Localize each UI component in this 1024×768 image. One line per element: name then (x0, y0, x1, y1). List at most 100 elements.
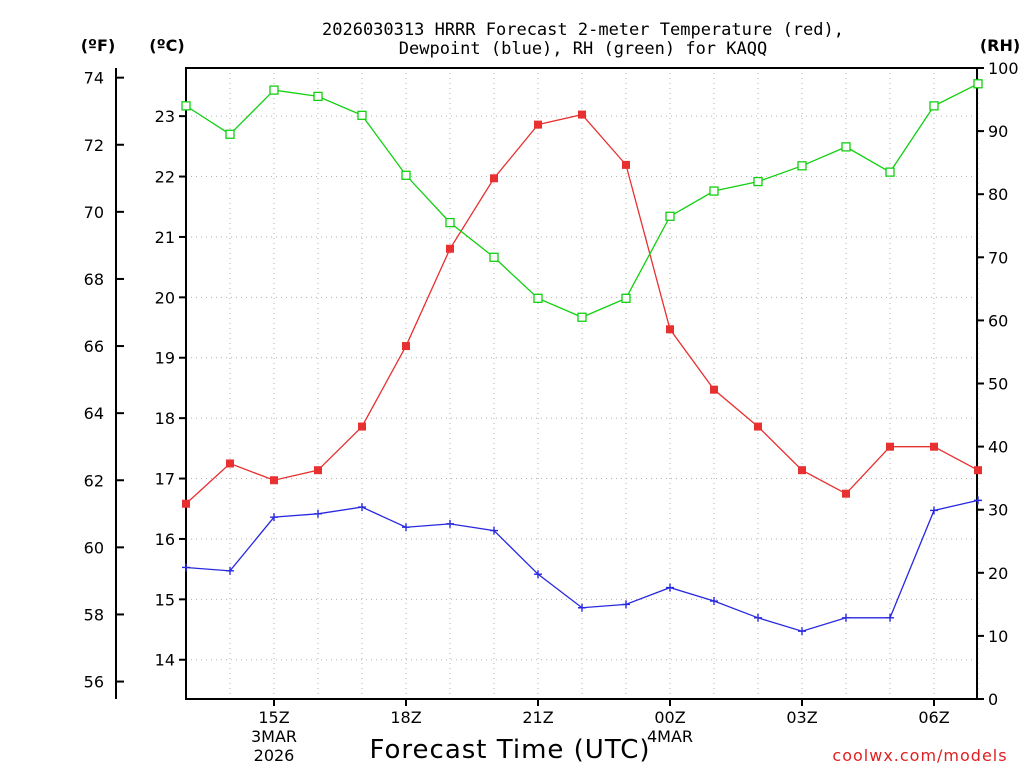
temperature-point (226, 459, 234, 468)
dewpoint-point (182, 563, 190, 572)
temperature-point (842, 489, 850, 498)
dewpoint-point (710, 597, 718, 606)
temperature-point (754, 422, 762, 431)
c-tick-label: 18 (155, 409, 175, 428)
c-tick-label: 14 (155, 651, 175, 670)
x-tick-date-label: 4MAR (647, 727, 693, 746)
temperature-point (446, 244, 454, 253)
x-tick-year-label: 2026 (254, 746, 295, 765)
dewpoint-point (930, 506, 938, 515)
rh-point (445, 217, 455, 228)
dewpoint-point (666, 583, 674, 592)
temperature-line (185, 113, 979, 505)
f-tick-label: 66 (84, 337, 104, 356)
dewpoint-point (446, 519, 454, 528)
rh-tick-label: 70 (988, 248, 1008, 267)
rh-point (225, 129, 235, 139)
x-tick-label: 15Z (258, 708, 289, 727)
temperature-point (666, 325, 674, 334)
x-tick-label: 06Z (918, 708, 949, 727)
f-tick-label: 58 (84, 605, 104, 624)
series-layer (181, 79, 983, 636)
rh-point (929, 101, 939, 111)
f-tick-label: 64 (84, 404, 104, 423)
dewpoint-point (402, 523, 410, 532)
temperature-point (490, 174, 498, 183)
f-tick-label: 56 (84, 673, 104, 692)
temperature-point (930, 442, 938, 451)
dewpoint-point (226, 566, 234, 575)
rh-tick-label: 20 (988, 564, 1008, 583)
rh-tick-label: 50 (988, 375, 1008, 394)
x-tick-label: 03Z (786, 708, 817, 727)
dewpoint-point (886, 613, 894, 622)
c-tick-label: 17 (155, 470, 175, 489)
temperature-point (886, 442, 894, 451)
c-tick-label: 16 (155, 530, 175, 549)
celsius-unit-label: (ºC) (149, 36, 184, 55)
rh-point (489, 252, 499, 262)
c-tick-label: 20 (155, 288, 175, 307)
dewpoint-point (842, 613, 850, 622)
rh-point (181, 101, 191, 111)
rh-point (533, 293, 543, 303)
c-tick-label: 23 (155, 107, 175, 126)
rh-tick-label: 80 (988, 185, 1008, 204)
rh-point (709, 186, 719, 196)
x-tick-label: 00Z (654, 708, 685, 727)
temperature-point (578, 110, 586, 119)
c-tick-label: 22 (155, 168, 175, 187)
c-tick-label: 15 (155, 590, 175, 609)
rh-point (269, 85, 279, 95)
dewpoint-point (754, 613, 762, 622)
temperature-point (402, 342, 410, 351)
rh-point (665, 211, 675, 221)
f-tick-label: 72 (84, 136, 104, 155)
x-tick-date-label: 3MAR (251, 727, 297, 746)
chart-title-line1: 2026030313 HRRR Forecast 2-meter Tempera… (322, 20, 844, 40)
temperature-point (974, 466, 982, 475)
rh-point (973, 79, 983, 89)
rh-tick-label: 40 (988, 438, 1008, 457)
temperature-point (534, 120, 542, 129)
chart-title-line2: Dewpoint (blue), RH (green) for KAQQ (399, 39, 767, 59)
rh-tick-label: 10 (988, 627, 1008, 646)
celsius-axis: 14 15 16 17 18 19 20 21 22 23 (155, 107, 186, 670)
fahrenheit-axis: 56 58 60 62 64 66 68 70 72 74 (84, 68, 124, 699)
dewpoint-point (534, 570, 542, 579)
rh-axis: 0 10 20 30 40 50 60 70 80 90 100 (977, 59, 1019, 709)
x-tick-label: 21Z (522, 708, 553, 727)
dewpoint-point (578, 603, 586, 612)
f-tick-label: 68 (84, 270, 104, 289)
f-tick-label: 70 (84, 203, 104, 222)
temperature-point (270, 476, 278, 485)
temperature-point (710, 385, 718, 394)
dewpoint-point (314, 509, 322, 518)
rh-point (577, 312, 587, 322)
rh-point (357, 110, 367, 120)
dewpoint-point (798, 627, 806, 636)
fahrenheit-unit-label: (ºF) (81, 36, 116, 55)
rh-point (621, 293, 631, 303)
temperature-point (358, 422, 366, 431)
temperature-point (314, 466, 322, 475)
dewpoint-point (622, 600, 630, 609)
grid-lines (186, 68, 979, 699)
dewpoint-point (270, 513, 278, 522)
dewpoint-point (490, 526, 498, 535)
credit-link[interactable]: coolwx.com/models (832, 746, 1007, 765)
f-tick-label: 60 (84, 538, 104, 557)
rh-tick-label: 30 (988, 501, 1008, 520)
rh-point (313, 91, 323, 102)
f-tick-label: 74 (84, 69, 104, 88)
x-axis-title: Forecast Time (UTC) (369, 735, 650, 765)
x-tick-label: 18Z (390, 708, 421, 727)
temperature-point (622, 160, 630, 169)
rh-point (885, 167, 895, 177)
dewpoint-point (974, 496, 982, 505)
temperature-point (798, 466, 806, 475)
rh-tick-label: 0 (988, 690, 998, 709)
rh-point (841, 142, 851, 152)
